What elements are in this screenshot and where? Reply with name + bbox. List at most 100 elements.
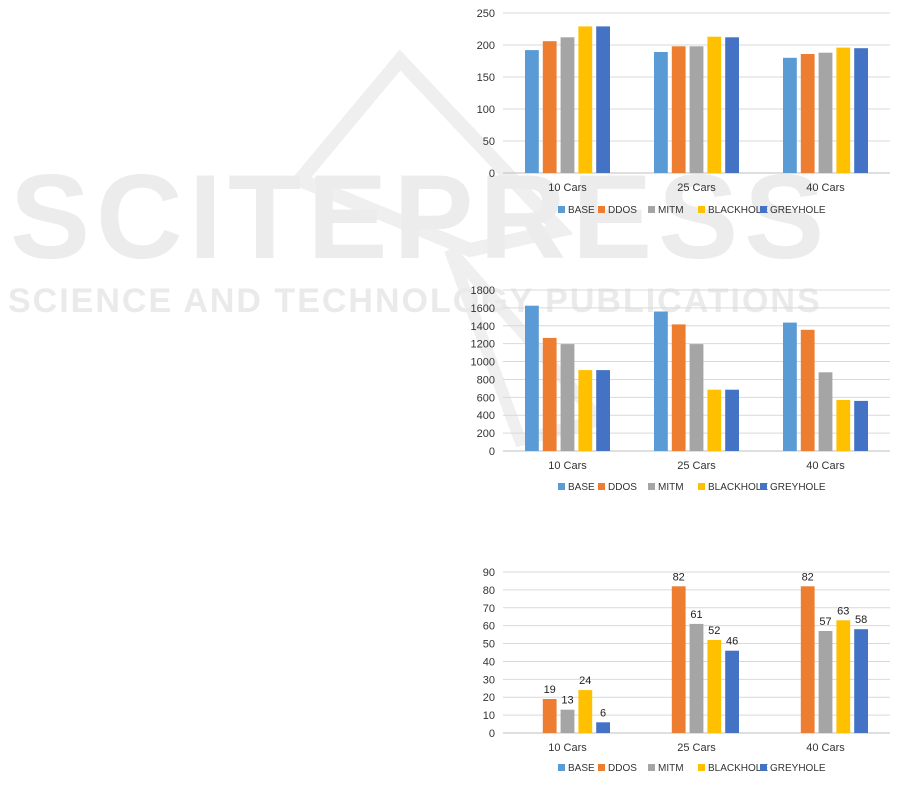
y-tick-label: 0 [489, 168, 495, 180]
legend-label-blackhole: BLACKHOLE [708, 763, 768, 774]
bar-mitm-25-cars [689, 344, 704, 451]
y-tick-label: 200 [477, 40, 495, 52]
bar-base-40-cars [783, 57, 797, 173]
data-label: 57 [819, 616, 831, 628]
legend-swatch-greyhole [760, 483, 767, 490]
y-tick-label: 400 [477, 410, 495, 422]
x-category-label: 40 Cars [806, 460, 845, 472]
legend: BASE DDOS MITM BLACKHOLE GREYHOLE [558, 482, 826, 493]
y-tick-label: 100 [477, 104, 495, 116]
bar-mitm-10-cars [560, 344, 575, 451]
x-category-label: 40 Cars [806, 182, 845, 194]
y-tick-label: 200 [477, 428, 495, 440]
watermark-subtitle: SCIENCE AND TECHNOLOGY PUBLICATIONS [8, 282, 822, 320]
y-tick-label: 90 [483, 567, 495, 579]
legend-swatch-ddos [598, 483, 605, 490]
bar-base-10-cars [525, 50, 539, 173]
bar-mitm-40-cars [818, 372, 833, 451]
legend-label-blackhole: BLACKHOLE [708, 482, 768, 493]
data-label: 13 [561, 695, 573, 707]
y-tick-label: 600 [477, 392, 495, 404]
bar-ddos-25-cars [671, 324, 686, 451]
bar-ddos-10-cars [542, 699, 557, 733]
y-tick-label: 1200 [471, 339, 495, 351]
data-label: 6 [600, 707, 606, 719]
bar-blackhole-10-cars [578, 26, 593, 174]
bar-blackhole-40-cars [836, 400, 851, 451]
y-tick-label: 20 [483, 692, 495, 704]
y-tick-label: 150 [477, 72, 495, 84]
bar-ddos-10-cars [542, 41, 557, 174]
data-label: 24 [579, 675, 591, 687]
bar-mitm-10-cars [560, 37, 575, 173]
y-tick-label: 10 [483, 710, 495, 722]
bar-mitm-40-cars [818, 52, 833, 174]
bar-blackhole-25-cars [707, 389, 722, 451]
watermark: SCITEPRESS SCIENCE AND TECHNOLOGY PUBLIC… [8, 49, 830, 448]
y-tick-label: 50 [483, 136, 495, 148]
legend-label-ddos: DDOS [608, 482, 637, 493]
legend-swatch-base [558, 764, 565, 771]
legend-swatch-base [558, 206, 565, 213]
legend-swatch-blackhole [698, 206, 705, 213]
data-label: 82 [673, 571, 685, 583]
bar-base-40-cars [783, 322, 797, 451]
y-tick-label: 60 [483, 621, 495, 633]
bar-greyhole-10-cars [596, 370, 610, 451]
legend-label-greyhole: GREYHOLE [770, 482, 826, 493]
bar-greyhole-10-cars [596, 26, 610, 174]
chart-2: 0 200 400 600 800 1000 1200 1400 1600 1800 10 Cars… [471, 285, 890, 493]
legend-label-base: BASE [568, 205, 595, 216]
bar-ddos-40-cars [800, 586, 815, 733]
legend-label-ddos: DDOS [608, 763, 637, 774]
legend-label-greyhole: GREYHOLE [770, 763, 826, 774]
legend-label-mitm: MITM [658, 205, 684, 216]
bar-base-10-cars [525, 305, 539, 451]
legend-swatch-mitm [648, 764, 655, 771]
legend: BASE DDOS MITM BLACKHOLE GREYHOLE [558, 205, 826, 216]
legend-label-base: BASE [568, 763, 595, 774]
bar-ddos-10-cars [542, 337, 557, 451]
y-tick-label: 250 [477, 8, 495, 20]
bar-ddos-25-cars [671, 586, 686, 733]
bar-ddos-25-cars [671, 46, 686, 173]
bar-mitm-10-cars [560, 709, 575, 733]
y-tick-label: 40 [483, 656, 495, 668]
x-category-label: 25 Cars [677, 460, 716, 472]
legend-label-blackhole: BLACKHOLE [708, 205, 768, 216]
legend-label-mitm: MITM [658, 482, 684, 493]
watermark-logo-shape [288, 49, 574, 258]
bar-greyhole-40-cars [854, 400, 868, 451]
y-tick-label: 1400 [471, 321, 495, 333]
data-label: 19 [544, 684, 556, 696]
x-category-label: 10 Cars [548, 182, 587, 194]
y-tick-label: 1000 [471, 357, 495, 369]
legend-swatch-base [558, 483, 565, 490]
y-tick-label: 50 [483, 639, 495, 651]
bar-blackhole-40-cars [836, 47, 851, 173]
bar-greyhole-25-cars [725, 650, 739, 733]
x-category-label: 10 Cars [548, 460, 587, 472]
bar-mitm-25-cars [689, 623, 704, 733]
bar-blackhole-10-cars [578, 370, 593, 451]
watermark-title: SCITEPRESS [10, 150, 830, 284]
legend-swatch-ddos [598, 764, 605, 771]
chart-3: 0 10 20 30 40 50 60 70 80 90 19 13 24 6 10 Cars 82 61 52 4… [483, 567, 890, 774]
x-category-label: 25 Cars [677, 182, 716, 194]
bar-ddos-40-cars [800, 54, 815, 173]
legend-swatch-blackhole [698, 483, 705, 490]
legend-swatch-greyhole [760, 764, 767, 771]
data-label: 61 [690, 609, 702, 621]
y-tick-label: 0 [489, 446, 495, 458]
y-tick-label: 0 [489, 728, 495, 740]
y-tick-label: 30 [483, 674, 495, 686]
chart-1: 0 50 100 150 200 250 10 Cars 25 Cars 40 Cars BASE… [477, 8, 890, 216]
y-tick-label: 70 [483, 603, 495, 615]
bar-base-25-cars [654, 311, 668, 451]
legend-swatch-greyhole [760, 206, 767, 213]
legend-label-base: BASE [568, 482, 595, 493]
bar-blackhole-10-cars [578, 690, 593, 733]
data-label: 52 [708, 625, 720, 637]
data-label: 46 [726, 636, 738, 648]
legend-swatch-mitm [648, 206, 655, 213]
